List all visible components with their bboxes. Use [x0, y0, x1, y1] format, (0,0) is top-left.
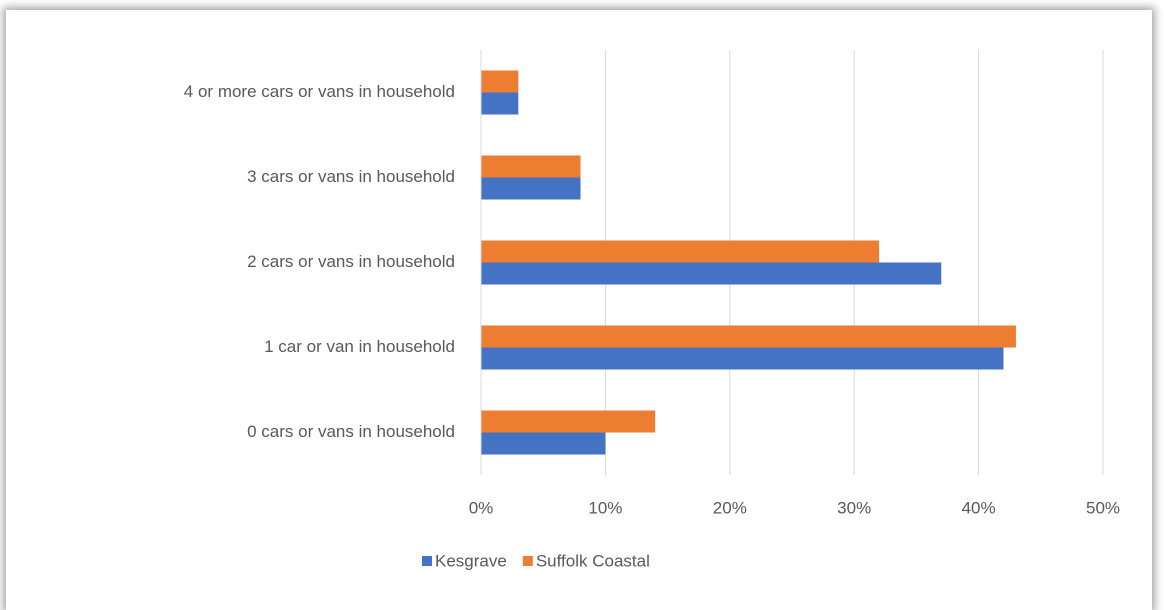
bar	[481, 347, 1004, 370]
chart-frame	[6, 10, 1152, 610]
chart: 0% 10% 20% 30% 40% 50% 4 or more cars or vans …	[184, 50, 1120, 570]
y-tick-label: 0 cars or vans in household	[247, 422, 455, 441]
y-tick-label: 2 cars or vans in household	[247, 252, 455, 271]
x-tick-label: 0%	[469, 498, 494, 517]
y-tick-label: 3 cars or vans in household	[247, 167, 455, 186]
x-tick-label: 40%	[962, 498, 996, 517]
bar	[481, 70, 519, 93]
y-tick-label: 4 or more cars or vans in household	[184, 82, 455, 101]
y-tick-label: 1 car or van in household	[264, 337, 455, 356]
bar	[481, 92, 519, 115]
bar	[481, 155, 581, 178]
x-tick-label: 10%	[588, 498, 622, 517]
legend-swatch	[422, 556, 432, 566]
legend-label: Kesgrave	[435, 551, 507, 570]
bar	[481, 432, 606, 455]
bar	[481, 262, 942, 285]
legend-label: Suffolk Coastal	[536, 551, 650, 570]
bar	[481, 325, 1016, 348]
bar	[481, 240, 880, 263]
bar	[481, 410, 656, 433]
legend-swatch	[522, 556, 533, 566]
x-tick-label: 30%	[837, 498, 871, 517]
x-tick-label: 20%	[713, 498, 747, 517]
page: {"chart_data": {"type": "bar", "orientat…	[183, 50, 1121, 571]
x-tick-label: 50%	[1086, 498, 1120, 517]
bar	[481, 177, 581, 200]
